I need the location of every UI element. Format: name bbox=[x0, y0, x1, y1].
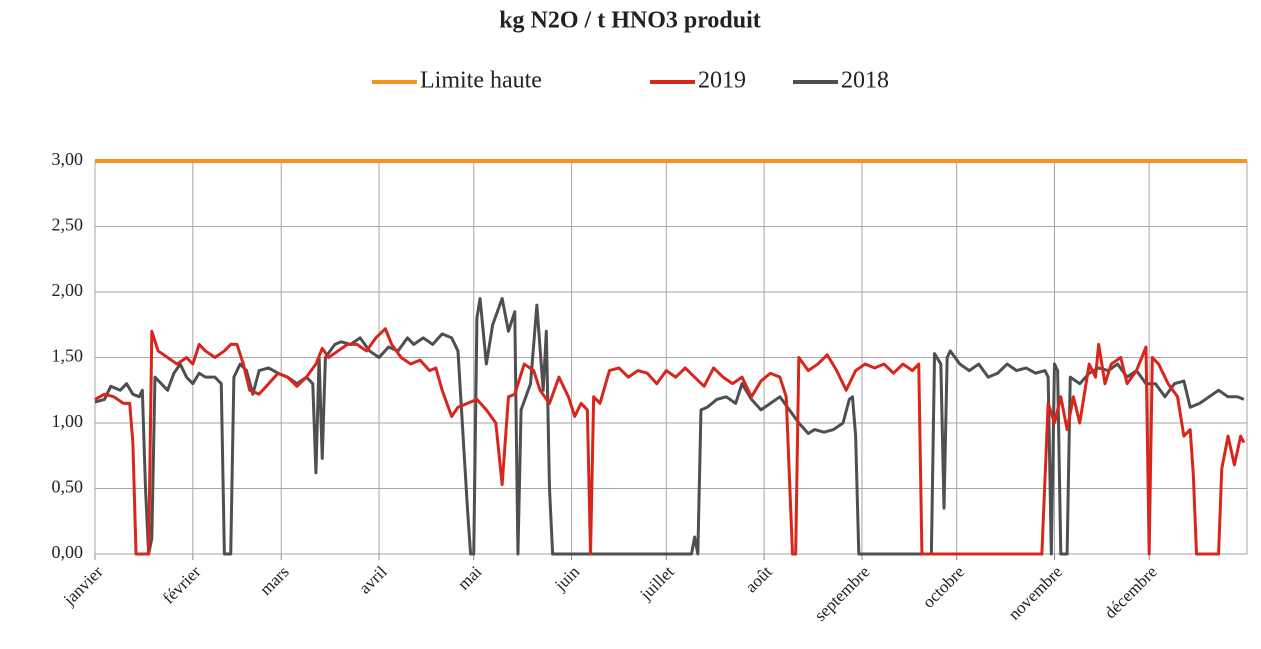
chart-title: kg N2O / t HNO3 produit bbox=[499, 8, 761, 34]
x-tick-label: avril bbox=[355, 562, 391, 598]
y-tick-label: 1,00 bbox=[52, 411, 84, 431]
x-tick-label: février bbox=[159, 562, 205, 608]
y-tick-label: 2,00 bbox=[52, 280, 84, 300]
y-tick-label: 0,50 bbox=[52, 477, 84, 497]
x-tick-label: septembre bbox=[811, 562, 874, 625]
legend-label: 2018 bbox=[841, 68, 889, 94]
x-tick-label: octobre bbox=[919, 562, 968, 611]
x-tick-label: mars bbox=[256, 562, 293, 599]
legend-label: Limite haute bbox=[420, 68, 542, 94]
x-tick-label: janvier bbox=[59, 562, 107, 610]
x-tick-label: mai bbox=[454, 562, 486, 594]
x-tick-label: août bbox=[742, 562, 776, 596]
x-tick-label: juin bbox=[550, 562, 583, 595]
x-tick-label: décembre bbox=[1101, 562, 1161, 622]
series-line bbox=[94, 327, 1246, 556]
y-tick-label: 1,50 bbox=[52, 346, 84, 366]
y-tick-label: 0,00 bbox=[52, 542, 84, 562]
legend-label: 2019 bbox=[698, 68, 746, 94]
x-tick-label: novembre bbox=[1005, 562, 1067, 624]
x-tick-label: juillet bbox=[636, 562, 678, 604]
y-tick-label: 2,50 bbox=[52, 215, 84, 235]
series-line bbox=[94, 297, 1245, 556]
y-tick-label: 3,00 bbox=[52, 149, 84, 169]
